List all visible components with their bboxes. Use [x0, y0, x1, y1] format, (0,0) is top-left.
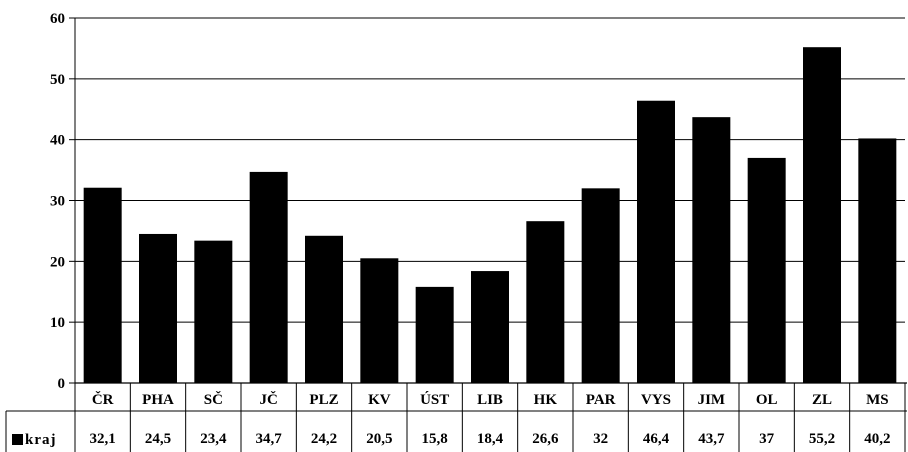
bar-ÚST: [415, 286, 454, 383]
bar-JČ: [249, 171, 288, 383]
bar-HK: [526, 221, 565, 383]
x-tick-label: ČR: [92, 391, 114, 408]
y-tick-label: 40: [50, 133, 65, 149]
data-label: 18,4: [477, 431, 504, 447]
y-tick-label: 20: [50, 254, 65, 270]
y-tick-label: 60: [50, 11, 65, 27]
bar-ČR: [83, 187, 122, 383]
x-tick-label: PLZ: [309, 392, 338, 408]
data-table: 32,1 24,5 23,4 34,7 24,2 20,5 15,8 18,4 26,6 32 46…: [5, 382, 907, 452]
data-label: 55,2: [809, 431, 835, 447]
bar-ZL: [803, 47, 841, 383]
x-axis-ticks: ČR PHA SČ JČ PLZ KV ÚST LIB HK PAR VYS JIM OL ZL MS: [92, 391, 889, 408]
data-label: 43,7: [698, 431, 725, 447]
data-label: 15,8: [422, 431, 448, 447]
y-tick-label: 10: [50, 315, 65, 331]
bar-LIB: [471, 271, 509, 383]
x-tick-label: PAR: [586, 392, 616, 408]
bar-MS: [858, 138, 897, 383]
bar-JIM: [692, 117, 731, 384]
x-tick-label: KV: [368, 392, 391, 408]
data-label: 32,1: [90, 431, 116, 447]
x-tick-label: SČ: [204, 391, 223, 408]
y-tick-label: 50: [50, 72, 65, 88]
data-label: 23,4: [200, 431, 227, 447]
bar-OL: [747, 157, 786, 383]
bars: [83, 47, 897, 384]
data-label: 34,7: [256, 431, 283, 447]
data-label: 24,5: [145, 431, 171, 447]
y-tick-label: 0: [58, 376, 66, 392]
bar-KV: [360, 258, 399, 383]
y-tick-label: 30: [50, 194, 65, 210]
x-tick-label: OL: [756, 392, 778, 408]
x-tick-label: ÚST: [420, 391, 449, 408]
x-tick-label: LIB: [477, 392, 503, 408]
legend-label: kraj: [25, 432, 57, 448]
bar-PHA: [139, 233, 177, 383]
bar-VYS: [637, 100, 675, 383]
data-label: 32: [593, 431, 608, 447]
data-label: 24,2: [311, 431, 337, 447]
x-tick-label: JIM: [698, 392, 726, 408]
axes: [69, 17, 76, 384]
x-tick-label: PHA: [142, 392, 174, 408]
x-tick-label: MS: [866, 392, 889, 408]
x-tick-label: JČ: [259, 391, 277, 408]
legend-swatch: [12, 434, 23, 445]
bar-PAR: [581, 188, 620, 383]
data-label: 40,2: [864, 431, 890, 447]
data-label: 46,4: [643, 431, 670, 447]
data-label: 37: [759, 431, 775, 447]
data-label: 20,5: [366, 431, 392, 447]
x-tick-label: HK: [534, 392, 558, 408]
x-tick-label: VYS: [641, 392, 671, 408]
bar-PLZ: [305, 235, 343, 383]
data-label: 26,6: [532, 431, 559, 447]
x-tick-label: ZL: [812, 392, 832, 408]
y-axis-ticks: 0 10 20 30 40 50 60: [50, 11, 65, 392]
bar-SČ: [194, 240, 233, 383]
